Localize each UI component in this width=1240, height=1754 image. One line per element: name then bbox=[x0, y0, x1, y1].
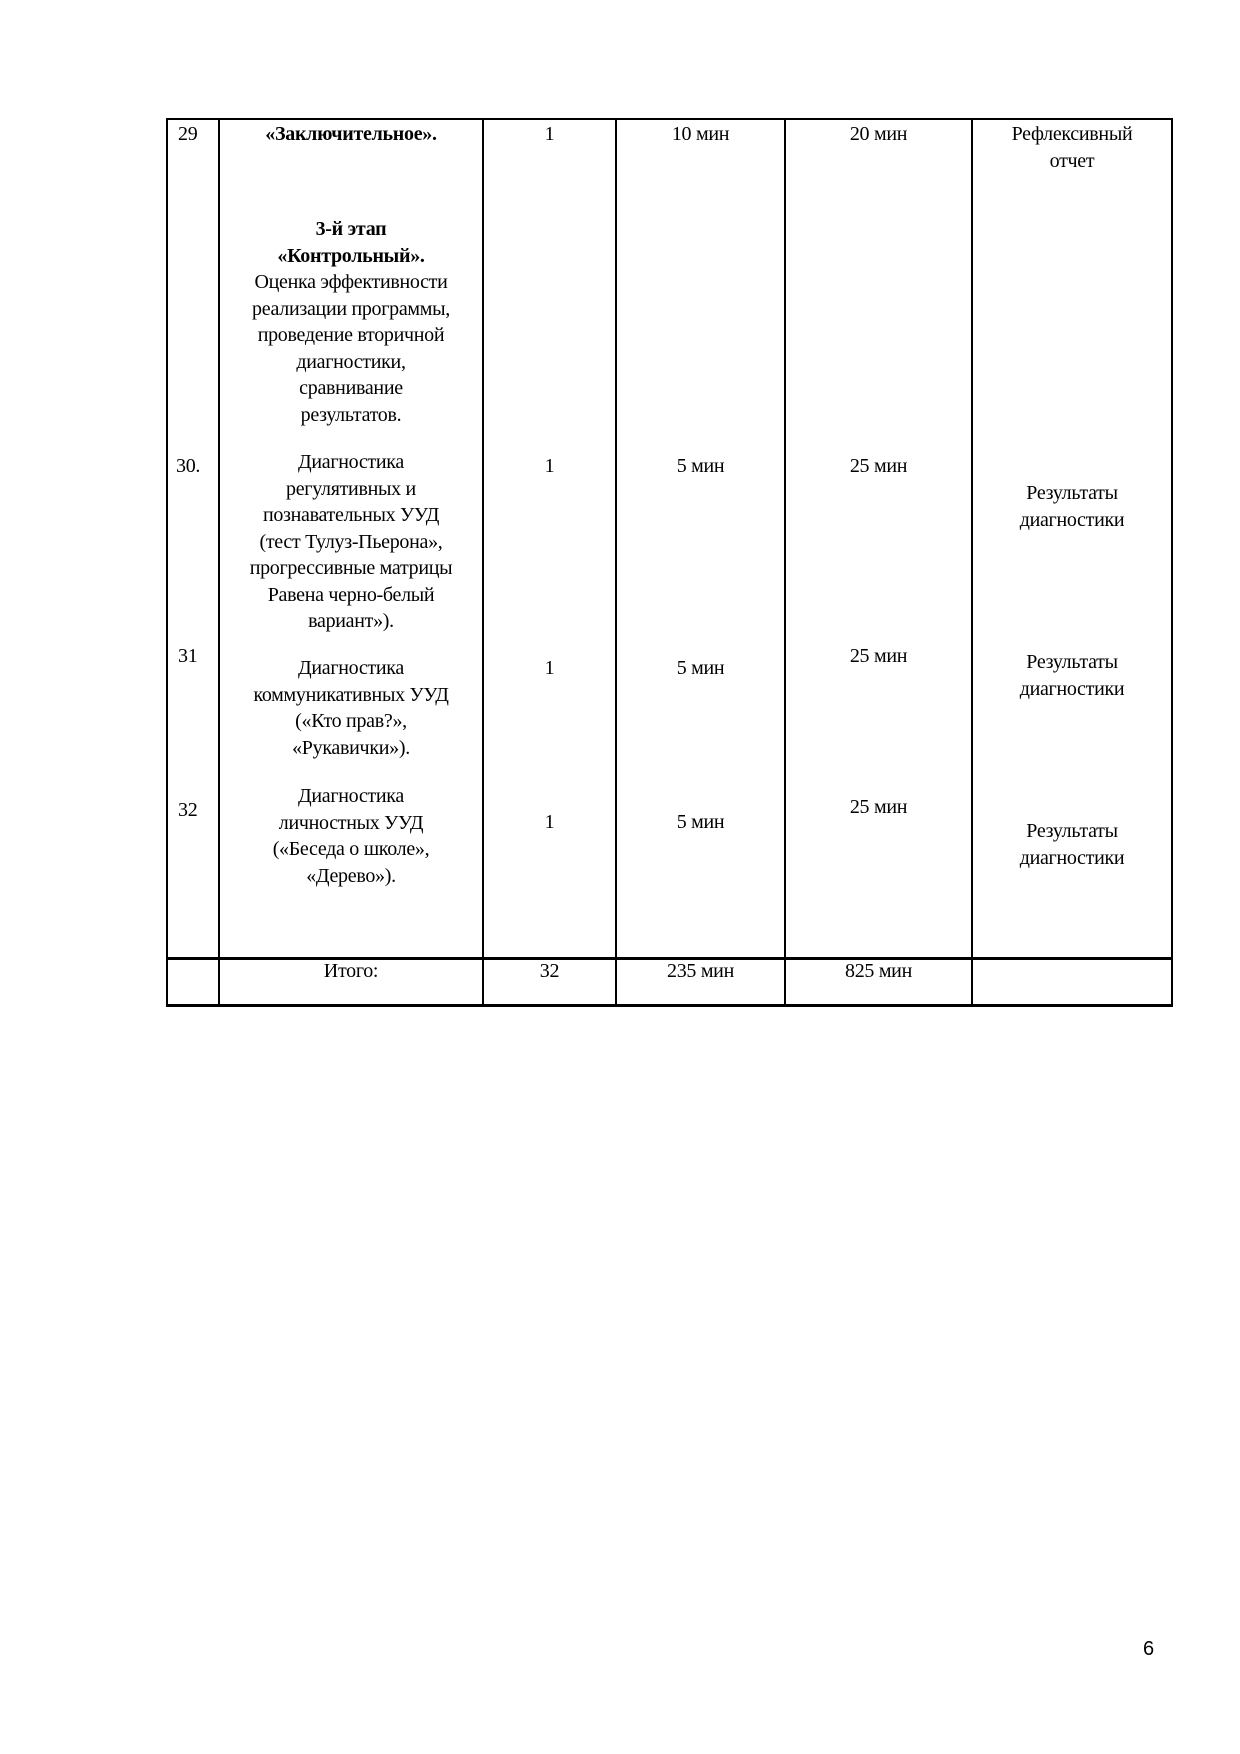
row-number: 32 bbox=[178, 799, 198, 821]
total-theory: 235 мин bbox=[667, 960, 734, 982]
theory-time: 5 мин bbox=[676, 811, 725, 833]
total-practice: 825 мин bbox=[845, 960, 912, 982]
table-border-bottom bbox=[167, 1004, 1173, 1007]
row-number: 31 bbox=[178, 645, 198, 667]
total-count: 32 bbox=[539, 960, 560, 982]
theory-time: 5 мин bbox=[676, 657, 725, 679]
lesson-count: 1 bbox=[544, 657, 555, 679]
control-form: Рефлексивный отчет bbox=[1011, 123, 1133, 172]
theory-time: 10 мин bbox=[671, 123, 730, 145]
col-divider bbox=[971, 118, 973, 1007]
practice-time: 25 мин bbox=[849, 645, 908, 667]
col-divider bbox=[615, 118, 617, 1007]
page-number: 6 bbox=[1143, 1638, 1155, 1660]
practice-time: 25 мин bbox=[849, 455, 908, 477]
total-label: Итого: bbox=[323, 960, 379, 982]
col-divider bbox=[784, 118, 786, 1007]
stage-block: 3-й этап «Контрольный». Оценка эффективн… bbox=[252, 218, 450, 426]
table-border-top bbox=[167, 118, 1173, 120]
col-divider bbox=[218, 118, 220, 1007]
table-border-left bbox=[166, 118, 168, 1007]
control-form: Результаты диагностики bbox=[1019, 651, 1125, 700]
row-number: 30. bbox=[176, 455, 201, 477]
control-form: Результаты диагностики bbox=[1019, 820, 1125, 869]
practice-time: 25 мин bbox=[849, 796, 908, 818]
lesson-title: «Заключительное». bbox=[265, 123, 437, 145]
lesson-title: Диагностика коммуникативных УУД («Кто прав… bbox=[253, 657, 449, 759]
lesson-count: 1 bbox=[544, 123, 555, 145]
control-form: Результаты диагностики bbox=[1019, 482, 1125, 531]
lesson-title: Диагностика личностных УУД («Беседа о школ… bbox=[272, 785, 430, 887]
theory-time: 5 мин bbox=[676, 455, 725, 477]
practice-time: 20 мин bbox=[849, 123, 908, 145]
row-number: 29 bbox=[178, 123, 198, 145]
lesson-count: 1 bbox=[544, 455, 555, 477]
lesson-title: Диагностика регулятивных и познавательных … bbox=[249, 451, 453, 632]
col-divider bbox=[482, 118, 484, 1007]
table-border-right bbox=[1171, 118, 1173, 1007]
lesson-count: 1 bbox=[544, 811, 555, 833]
total-row-divider bbox=[167, 957, 1173, 960]
